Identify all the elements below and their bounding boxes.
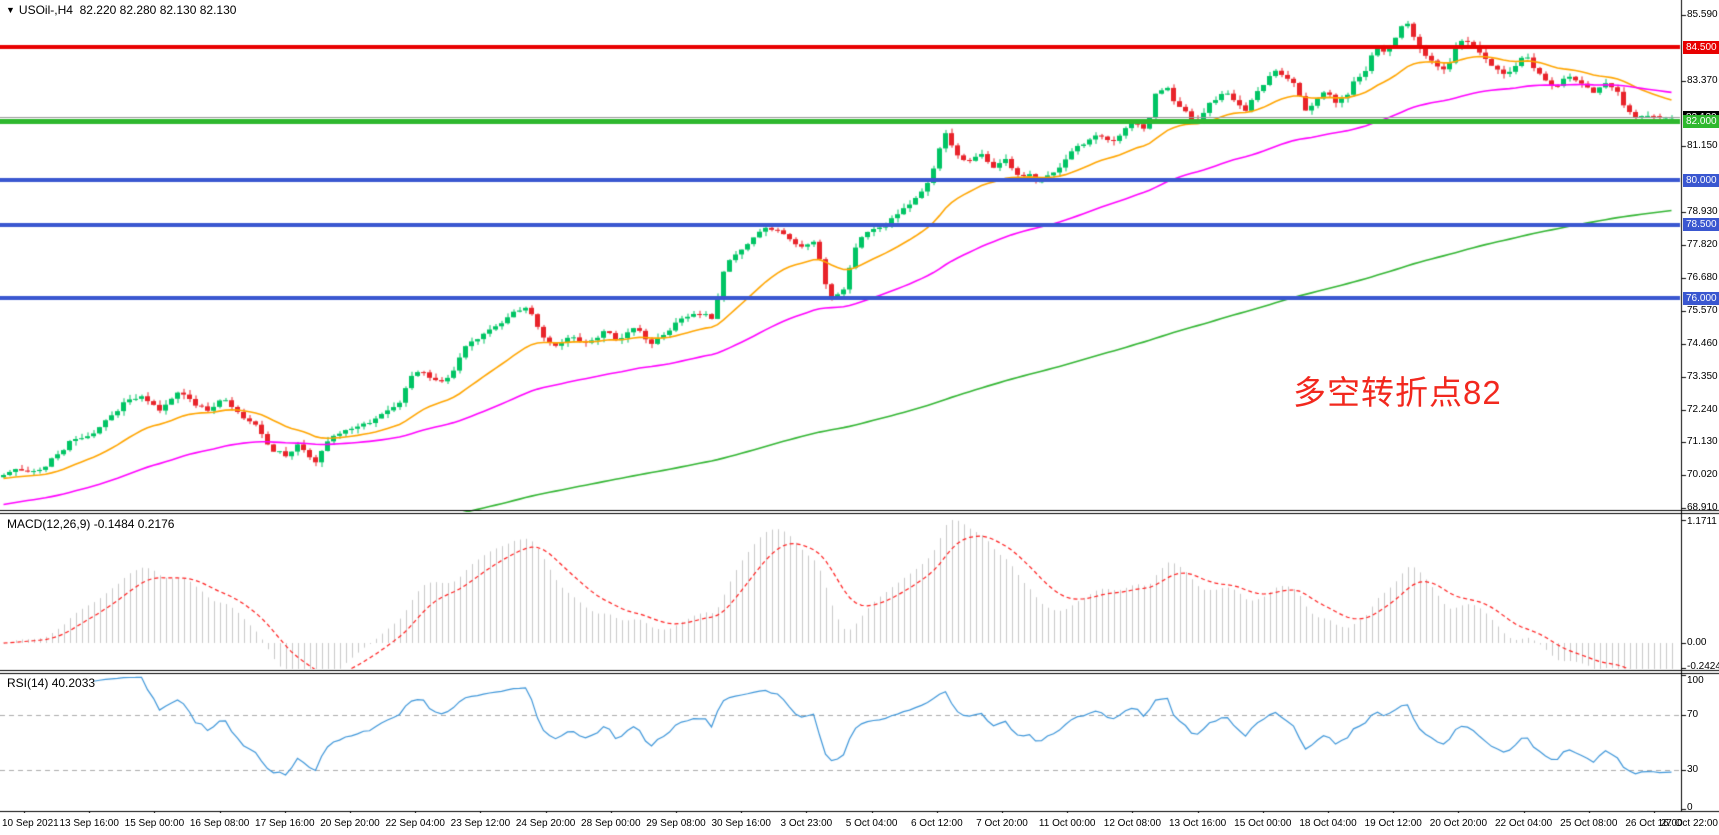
price-level-badge: 76.000 [1683,291,1719,305]
rsi-tick-label: 30 [1687,764,1699,775]
time-axis-label: 10 Sep 2021 [2,818,59,829]
time-axis-label: 29 Sep 08:00 [646,818,706,829]
bar-open: 82.220 [79,3,117,17]
symbol-title: USOil-,H4 [18,3,73,17]
rsi-value: 40.2033 [51,676,96,690]
price-level-badge: 78.500 [1683,218,1719,232]
time-axis-label: 26 Oct 16:00 [1625,818,1683,829]
price-tick-label: 73.350 [1687,370,1718,382]
macd-tick-label: -0.2424 [1687,661,1719,672]
time-axis-label: 18 Oct 04:00 [1299,818,1357,829]
time-axis-label: 23 Sep 12:00 [450,818,511,829]
time-axis-label: 30 Sep 16:00 [711,818,771,829]
time-axis-label: 12 Oct 08:00 [1103,818,1162,829]
chart-annotation-text: 多空转折点82 [1293,374,1502,411]
time-axis-label: 24 Sep 20:00 [515,818,576,829]
bar-low: 82.130 [159,3,197,17]
price-tick-label: 71.130 [1687,436,1718,448]
bar-close: 82.130 [199,3,237,17]
time-axis-label: 13 Oct 16:00 [1168,818,1227,829]
time-axis-label: 16 Sep 08:00 [189,818,250,829]
time-axis-label: 20 Oct 20:00 [1429,818,1488,829]
price-level-badge: 82.000 [1683,114,1719,128]
macd-tick-label: 1.1711 [1687,516,1717,527]
price-tick-label: 83.370 [1687,74,1718,86]
time-axis-label: 22 Sep 04:00 [385,818,445,829]
time-axis-label: 7 Oct 20:00 [976,818,1028,829]
time-axis-label: 13 Sep 16:00 [59,818,119,829]
price-tick-label: 68.910 [1687,501,1718,513]
rsi-label: RSI(14) 40.2033 [7,676,96,690]
rsi-tick-label: 100 [1687,675,1704,686]
time-axis-label: 11 Oct 00:00 [1038,818,1096,829]
macd-signal-value: 0.2176 [137,517,175,531]
symbol-marker-icon: ▼ [6,5,15,15]
rsi-tick-label: 70 [1687,709,1699,720]
price-tick-label: 76.680 [1687,272,1718,284]
time-axis-label: 6 Oct 12:00 [910,818,963,829]
time-axis-label: 28 Sep 00:00 [581,818,641,829]
time-axis-label: 19 Oct 12:00 [1364,818,1422,829]
macd-main-value: -0.1484 [93,517,135,531]
time-axis-label: 22 Oct 04:00 [1494,818,1553,829]
price-tick-label: 72.240 [1687,403,1718,415]
macd-tick-label: 0.00 [1687,637,1707,648]
time-axis-label: 27 Oct 22:00 [1660,818,1718,829]
time-axis-label: 15 Oct 00:00 [1234,818,1292,829]
price-tick-label: 77.820 [1687,238,1718,250]
time-axis-label: 25 Oct 08:00 [1560,818,1618,829]
time-axis-label: 15 Sep 00:00 [124,818,185,829]
price-level-badge: 84.500 [1683,40,1719,54]
bar-high: 82.280 [119,3,157,17]
price-tick-label: 75.570 [1687,305,1718,317]
time-axis [0,813,1719,835]
price-tick-label: 81.150 [1687,140,1718,152]
time-axis-label: 5 Oct 04:00 [845,818,898,829]
symbol-header: ▼ USOil-,H4 82.220 82.280 82.130 82.130 [6,3,236,17]
time-axis-label: 20 Sep 20:00 [320,818,380,829]
price-tick-label: 78.930 [1687,205,1718,217]
price-level-badge: 80.000 [1683,173,1719,187]
price-tick-label: 70.020 [1687,469,1718,481]
price-tick-label: 85.590 [1687,9,1718,20]
time-axis-label: 17 Sep 16:00 [255,818,315,829]
price-tick-label: 74.460 [1687,337,1718,349]
time-axis-label: 3 Oct 23:00 [780,818,833,829]
rsi-tick-label: 0 [1687,802,1693,813]
macd-label: MACD(12,26,9) -0.1484 0.2176 [7,517,175,531]
